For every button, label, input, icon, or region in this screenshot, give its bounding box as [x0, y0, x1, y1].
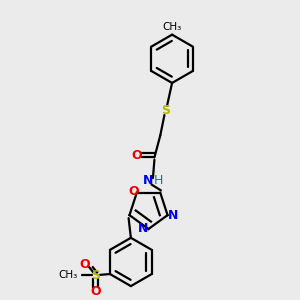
- Text: O: O: [79, 258, 90, 271]
- Text: N: N: [138, 223, 148, 236]
- Text: CH₃: CH₃: [58, 271, 78, 281]
- Text: N: N: [168, 208, 178, 222]
- Text: O: O: [131, 148, 142, 162]
- Text: O: O: [90, 285, 101, 298]
- Text: N: N: [142, 175, 153, 188]
- Text: S: S: [91, 269, 100, 282]
- Text: H: H: [154, 175, 164, 188]
- Text: S: S: [161, 104, 170, 117]
- Text: O: O: [128, 185, 139, 198]
- Text: CH₃: CH₃: [163, 22, 182, 32]
